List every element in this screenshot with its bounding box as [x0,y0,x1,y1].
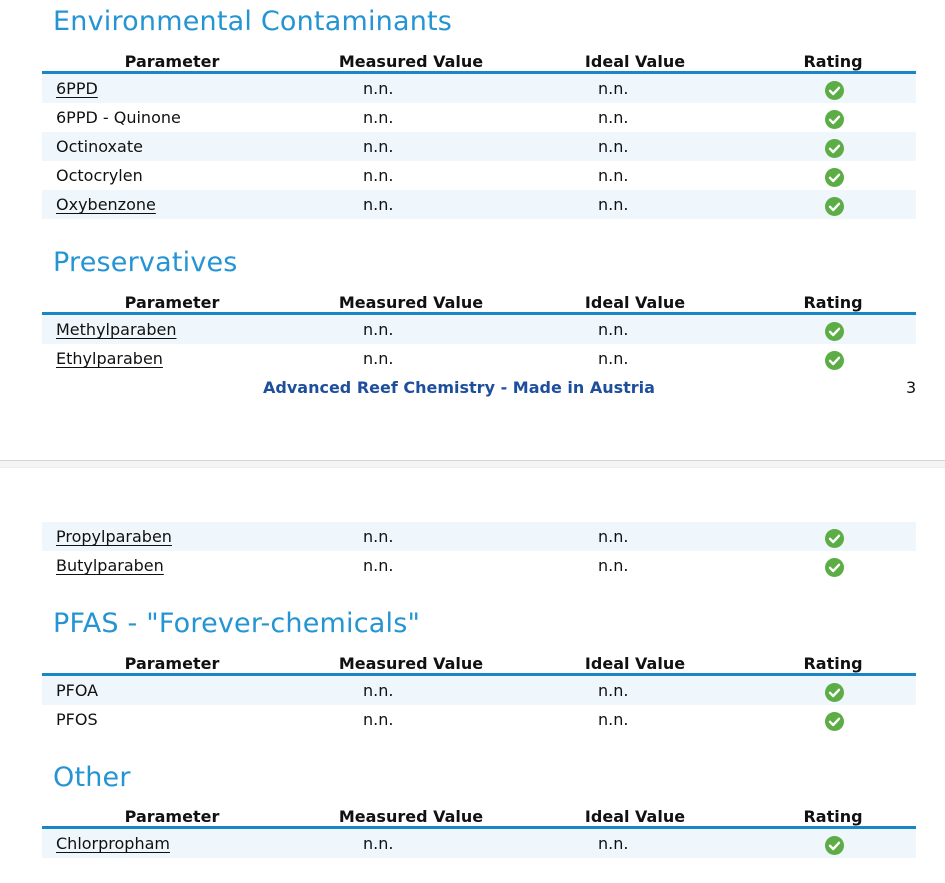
header-parameter: Parameter [124,654,220,673]
ideal-value: n.n. [598,556,629,575]
header-measured-value: Measured Value [338,293,484,312]
header-parameter: Parameter [124,52,220,71]
parameter-link[interactable]: Oxybenzone [56,195,156,214]
header-measured-value: Measured Value [338,52,484,71]
measured-value: n.n. [363,108,394,127]
measured-value: n.n. [363,137,394,156]
header-measured-value: Measured Value [338,654,484,673]
measured-value: n.n. [363,834,394,853]
check-icon [825,836,844,855]
parameter-name: PFOS [56,710,98,729]
page-number: 3 [906,378,917,397]
section-title-environmental: Environmental Contaminants [53,6,453,37]
table-row: Butylparaben n.n. n.n. [42,551,916,580]
table-header: Parameter Measured Value Ideal Value Rat… [42,805,916,829]
parameter-name: PFOA [56,681,99,700]
parameter-name: Octocrylen [56,166,143,185]
header-rule [42,312,916,315]
parameter-link[interactable]: 6PPD [56,79,98,98]
measured-value: n.n. [363,166,394,185]
ideal-value: n.n. [598,834,629,853]
ideal-value: n.n. [598,349,629,368]
check-icon [825,139,844,158]
header-rating: Rating [803,293,863,312]
measured-value: n.n. [363,556,394,575]
check-icon [825,351,844,370]
ideal-value: n.n. [598,527,629,546]
header-rating: Rating [803,52,863,71]
header-parameter: Parameter [124,807,220,826]
measured-value: n.n. [363,195,394,214]
measured-value: n.n. [363,320,394,339]
check-icon [825,168,844,187]
section-title-other: Other [53,762,131,793]
table-row: PFOA n.n. n.n. [42,676,916,705]
header-measured-value: Measured Value [338,807,484,826]
check-icon [825,197,844,216]
table-row: Octinoxate n.n. n.n. [42,132,916,161]
table-row: 6PPD - Quinone n.n. n.n. [42,103,916,132]
table-row: Chlorpropham n.n. n.n. [42,829,916,858]
section-title-pfas: PFAS - "Forever-chemicals" [53,608,421,639]
header-rule [42,673,916,676]
table-row: PFOS n.n. n.n. [42,705,916,734]
table-row: 6PPD n.n. n.n. [42,74,916,103]
ideal-value: n.n. [598,681,629,700]
parameter-link[interactable]: Chlorpropham [56,834,170,853]
check-icon [825,322,844,341]
parameter-link[interactable]: Methylparaben [56,320,177,339]
table-row: Methylparaben n.n. n.n. [42,315,916,344]
ideal-value: n.n. [598,137,629,156]
header-rating: Rating [803,807,863,826]
header-rule [42,71,916,74]
table-row: Ethylparaben n.n. n.n. [42,344,916,373]
ideal-value: n.n. [598,710,629,729]
parameter-name: 6PPD - Quinone [56,108,181,127]
header-rating: Rating [803,654,863,673]
parameter-link[interactable]: Ethylparaben [56,349,163,368]
ideal-value: n.n. [598,166,629,185]
table-header: Parameter Measured Value Ideal Value Rat… [42,50,916,74]
measured-value: n.n. [363,710,394,729]
check-icon [825,683,844,702]
check-icon [825,558,844,577]
ideal-value: n.n. [598,320,629,339]
page-break-divider [0,460,945,468]
header-ideal-value: Ideal Value [584,654,686,673]
parameter-name: Octinoxate [56,137,143,156]
header-ideal-value: Ideal Value [584,807,686,826]
table-header: Parameter Measured Value Ideal Value Rat… [42,652,916,676]
table-row: Oxybenzone n.n. n.n. [42,190,916,219]
check-icon [825,712,844,731]
header-ideal-value: Ideal Value [584,293,686,312]
measured-value: n.n. [363,79,394,98]
header-rule [42,826,916,829]
check-icon [825,110,844,129]
page-footer-text: Advanced Reef Chemistry - Made in Austri… [263,378,655,397]
header-ideal-value: Ideal Value [584,52,686,71]
measured-value: n.n. [363,681,394,700]
ideal-value: n.n. [598,108,629,127]
table-header: Parameter Measured Value Ideal Value Rat… [42,291,916,315]
measured-value: n.n. [363,527,394,546]
table-row: Octocrylen n.n. n.n. [42,161,916,190]
parameter-link[interactable]: Propylparaben [56,527,172,546]
ideal-value: n.n. [598,195,629,214]
parameter-link[interactable]: Butylparaben [56,556,164,575]
table-row: Propylparaben n.n. n.n. [42,522,916,551]
section-title-preservatives: Preservatives [53,247,238,278]
check-icon [825,529,844,548]
ideal-value: n.n. [598,79,629,98]
header-parameter: Parameter [124,293,220,312]
check-icon [825,81,844,100]
measured-value: n.n. [363,349,394,368]
